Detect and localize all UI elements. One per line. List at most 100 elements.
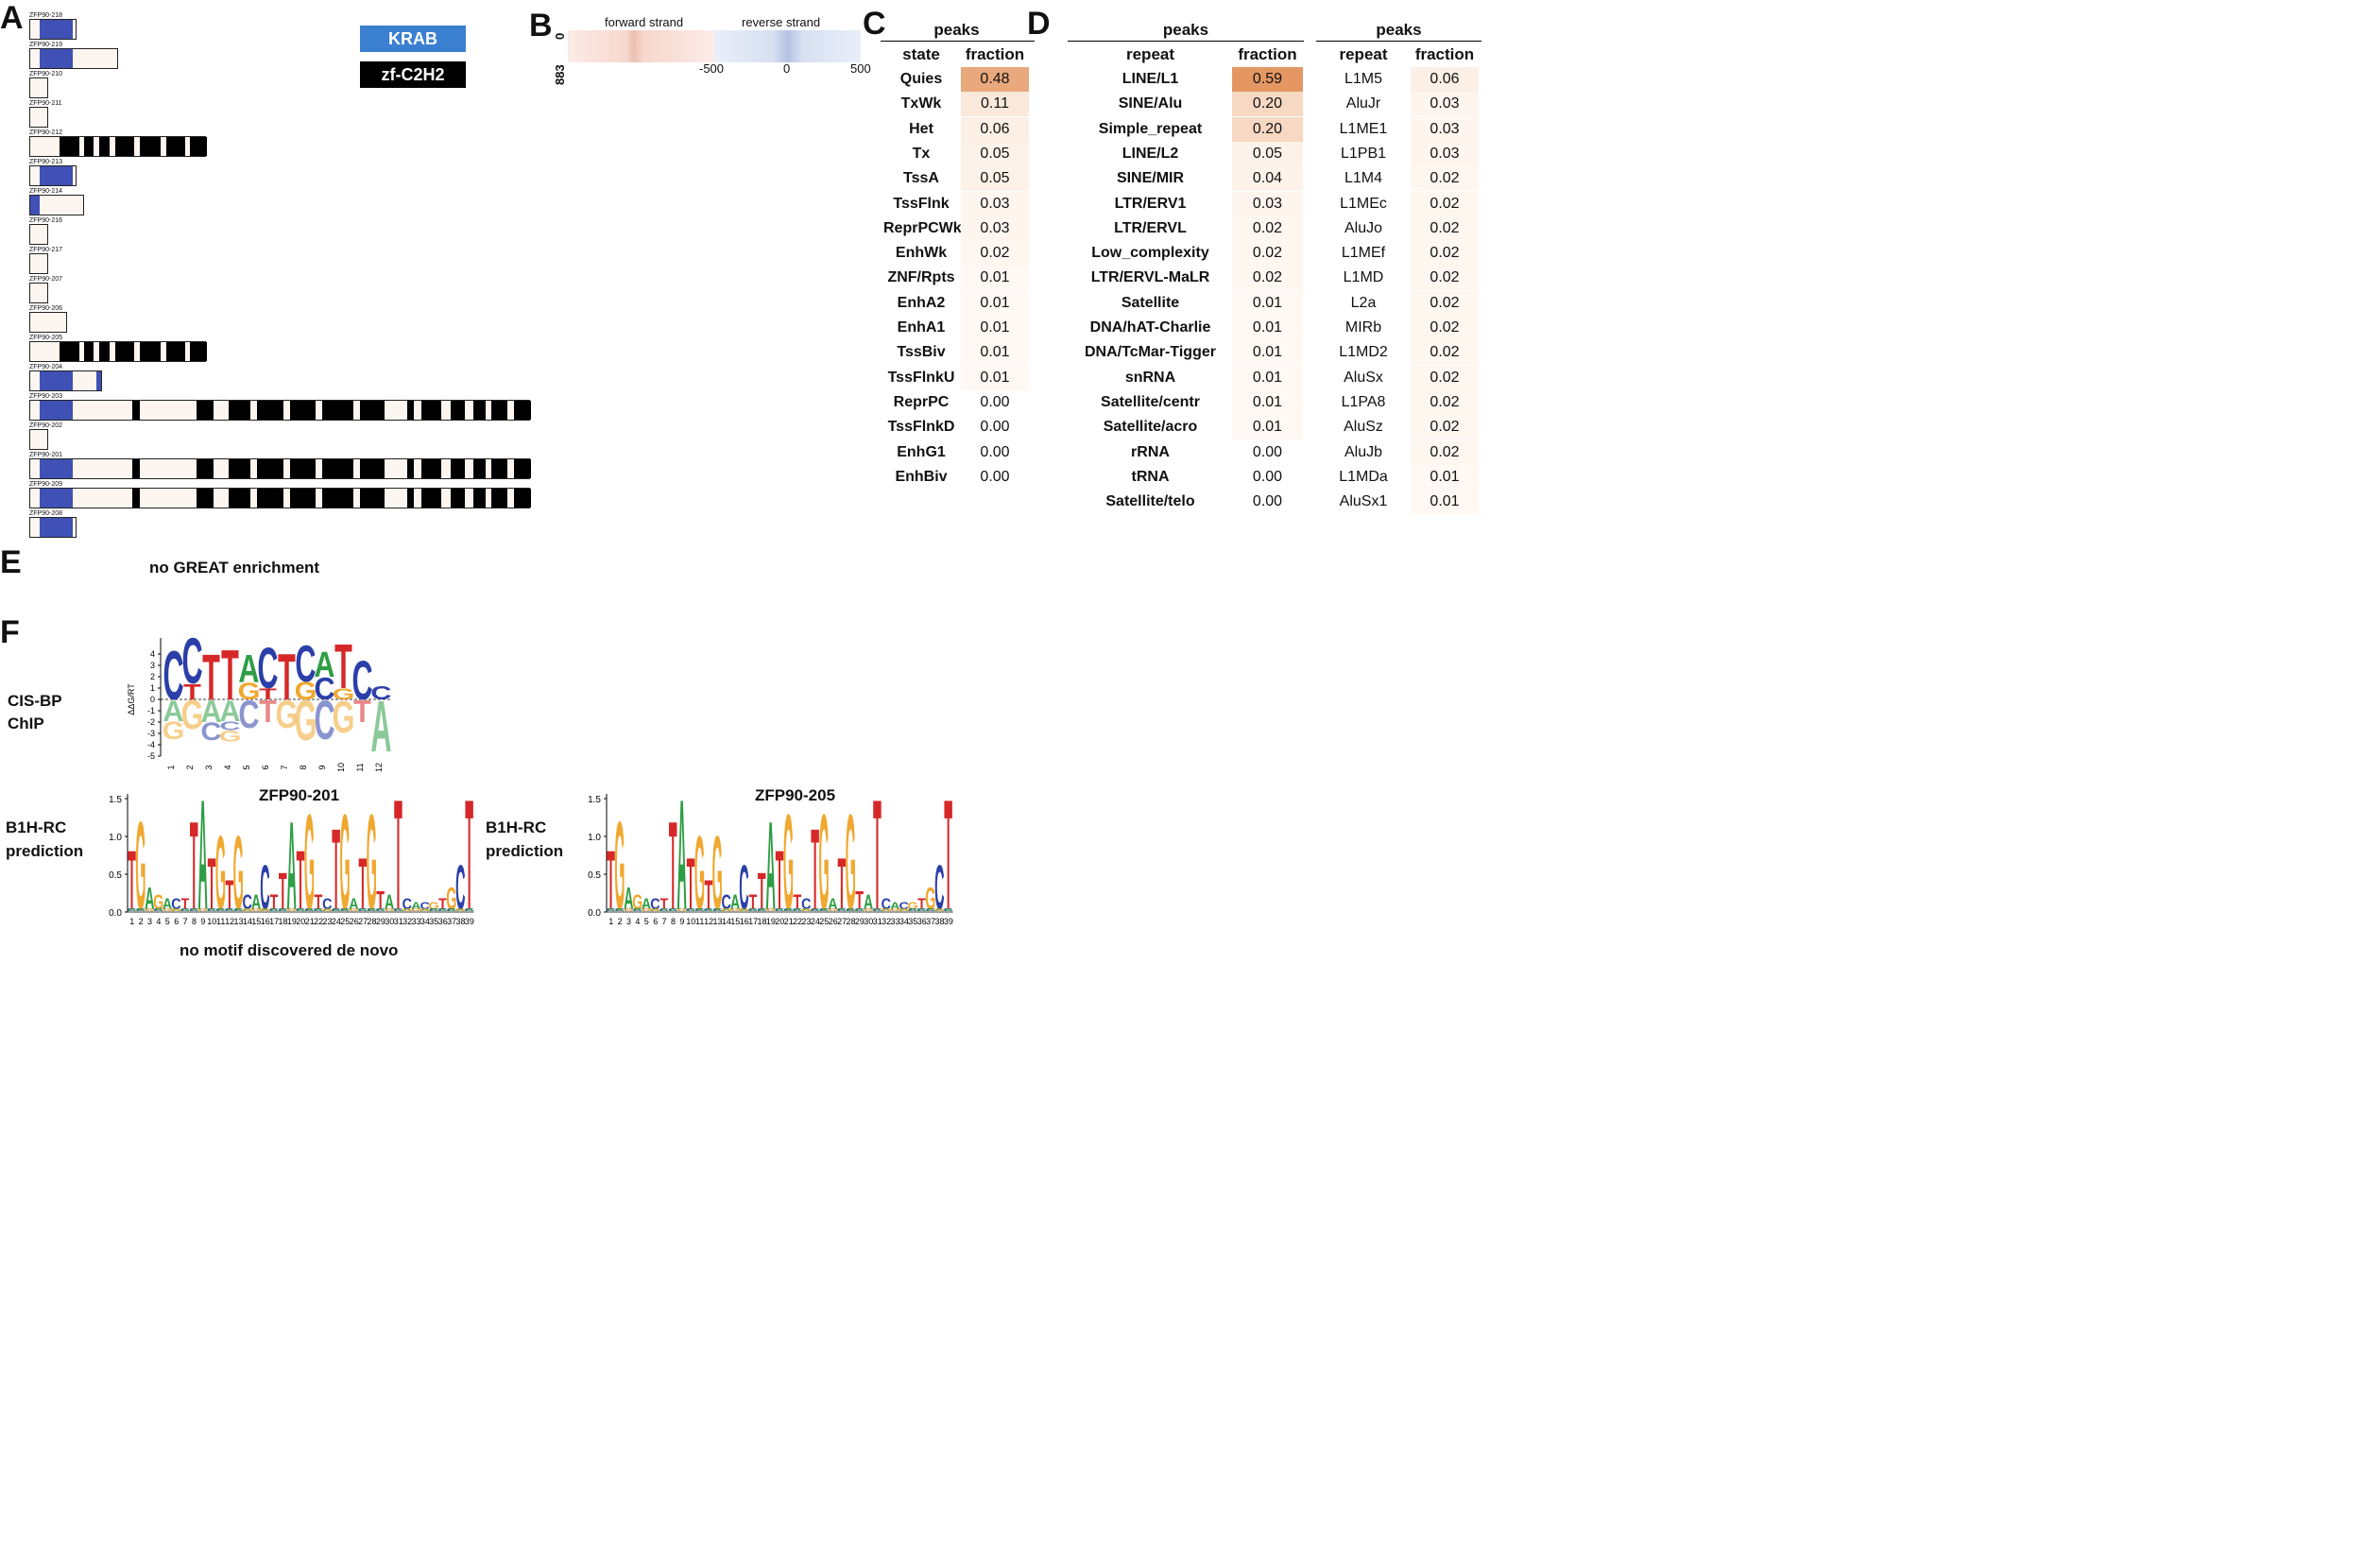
table-row-label: EnhWk (895, 245, 948, 262)
table-row-value: 0.02 (1411, 365, 1479, 390)
y-top-tick: 0 (553, 32, 567, 40)
logo-letter-minor: A (846, 907, 856, 912)
cisbp-letter: T (183, 680, 201, 705)
isoform-bar (29, 341, 207, 362)
table-row-label: TssBiv (897, 344, 946, 361)
logo-letter-minor: A (739, 907, 749, 912)
zf-c2h2-domain (360, 401, 385, 420)
logo-letter: G (367, 794, 377, 931)
isoform-label: ZFP90-219 (29, 42, 63, 48)
logo-letter-minor: C (278, 907, 288, 912)
logo-letter-minor: G (890, 907, 900, 912)
logo-letter-minor: A (908, 907, 918, 912)
zf-c2h2-domain (257, 459, 283, 478)
cisbp-letter: A (163, 694, 183, 728)
table-row-label: EnhG1 (897, 443, 946, 460)
zf-c2h2-domain (407, 401, 414, 420)
cisbp-letter: A (219, 694, 240, 728)
table-row-value: 0.02 (1411, 316, 1479, 340)
logo-letter-minor: A (837, 907, 848, 912)
zf-c2h2-domain (451, 489, 465, 508)
table-row-label: L1ME1 (1339, 120, 1388, 137)
table-d1-col-repeat: repeat (1125, 45, 1175, 63)
table-row-label: L1MEc (1340, 195, 1387, 212)
x-tick-label: 32 (402, 917, 412, 926)
x-tick-label: 10 (336, 763, 346, 772)
logo-letter-minor: A (455, 907, 466, 912)
x-tick-label: 18 (757, 917, 766, 926)
table-row-value: 0.03 (1232, 191, 1303, 216)
isoform-bar (29, 517, 77, 538)
x-tick-label: 27 (358, 917, 368, 926)
x-tick-label: 14 (243, 917, 252, 926)
logo-letter-minor: A (810, 907, 820, 912)
table-row-label: TssA (903, 170, 939, 187)
krab-domain (40, 489, 73, 508)
x-tick-label: 25 (819, 917, 829, 926)
table-row-label: L2a (1350, 294, 1377, 311)
logo-letter: T (687, 842, 695, 925)
y-tick-label: 0.5 (109, 870, 122, 881)
logo-letter-minor: C (846, 907, 856, 912)
cisbp-letter: C (314, 689, 334, 750)
cisbp-letter: T (202, 642, 220, 714)
isoform-label: ZFP90-213 (29, 159, 63, 165)
table-row-label: EnhA1 (897, 319, 946, 336)
table-row-label: L1PA8 (1341, 393, 1386, 410)
zf-c2h2-domain (99, 342, 110, 361)
x-tick-label: 5 (165, 917, 170, 926)
logo-letter-minor: A (668, 907, 678, 912)
logo-letter-minor: A (793, 907, 803, 912)
isoform-bar (29, 253, 48, 274)
logo-letter: A (251, 890, 261, 914)
logo-letter-minor: G (801, 907, 812, 912)
logo-letter-minor: A (659, 907, 670, 912)
x-tick-label: 17 (269, 917, 279, 926)
table-row-label: EnhA2 (897, 294, 946, 311)
isoform-bar (29, 429, 48, 450)
logo-letter: C (739, 853, 748, 924)
x-tick-label: 29 (855, 917, 865, 926)
logo-letter: T (607, 834, 615, 927)
logo-letter-minor: A (943, 907, 953, 912)
legend-zf-c2h2: zf-C2H2 (360, 61, 466, 88)
logo-letter: T (225, 871, 233, 919)
cisbp-letter: T (221, 636, 239, 715)
logo-letter-minor: C (828, 907, 838, 912)
logo-letter-minor: A (340, 907, 351, 912)
logo-letter-minor: C (163, 907, 173, 912)
zf-c2h2-domain (514, 489, 531, 508)
table-row-value: 0.02 (1411, 290, 1479, 316)
cisbp-letter: T (259, 686, 277, 703)
isoform-bar (29, 165, 77, 186)
logo-letter-minor: A (304, 907, 315, 912)
cisbp-letter: C (351, 649, 372, 711)
table-row-label: SINE/MIR (1116, 170, 1185, 187)
table-row-label: EnhBiv (895, 468, 948, 485)
logo-letter-minor: A (225, 907, 235, 912)
logo-letter-minor: C (712, 907, 723, 912)
x-tick-label: 28 (367, 917, 376, 926)
table-row-value: 0.01 (961, 266, 1029, 291)
table-row-label: LTR/ERVL (1114, 219, 1187, 236)
x-tick-label: 7 (183, 917, 188, 926)
logo-letter-minor: A (704, 907, 714, 912)
logo-letter-minor: C (872, 907, 882, 912)
table-row-label: SINE/Alu (1118, 95, 1183, 112)
table-row-label: Satellite (1121, 294, 1180, 311)
logo-letter: C (171, 896, 180, 913)
table-row-value: 0.48 (961, 67, 1029, 92)
zf-c2h2-domain (421, 401, 441, 420)
cisbp-letter: G (238, 679, 261, 705)
logo-letter: T (190, 796, 198, 931)
table-row-label: L1MD (1343, 269, 1384, 286)
x-tick-label: 23 (322, 917, 332, 926)
logo-letter-minor: C (331, 907, 341, 912)
logo-letter: T (208, 842, 216, 925)
x-tick-label: 13 (233, 917, 243, 926)
x-tick-label: 28 (846, 917, 855, 926)
table-row-value: 0.01 (961, 365, 1029, 390)
logo-letter-minor: A (926, 907, 936, 912)
logo-letter-minor: A (882, 907, 892, 912)
x-tick-label: 11 (355, 763, 365, 771)
